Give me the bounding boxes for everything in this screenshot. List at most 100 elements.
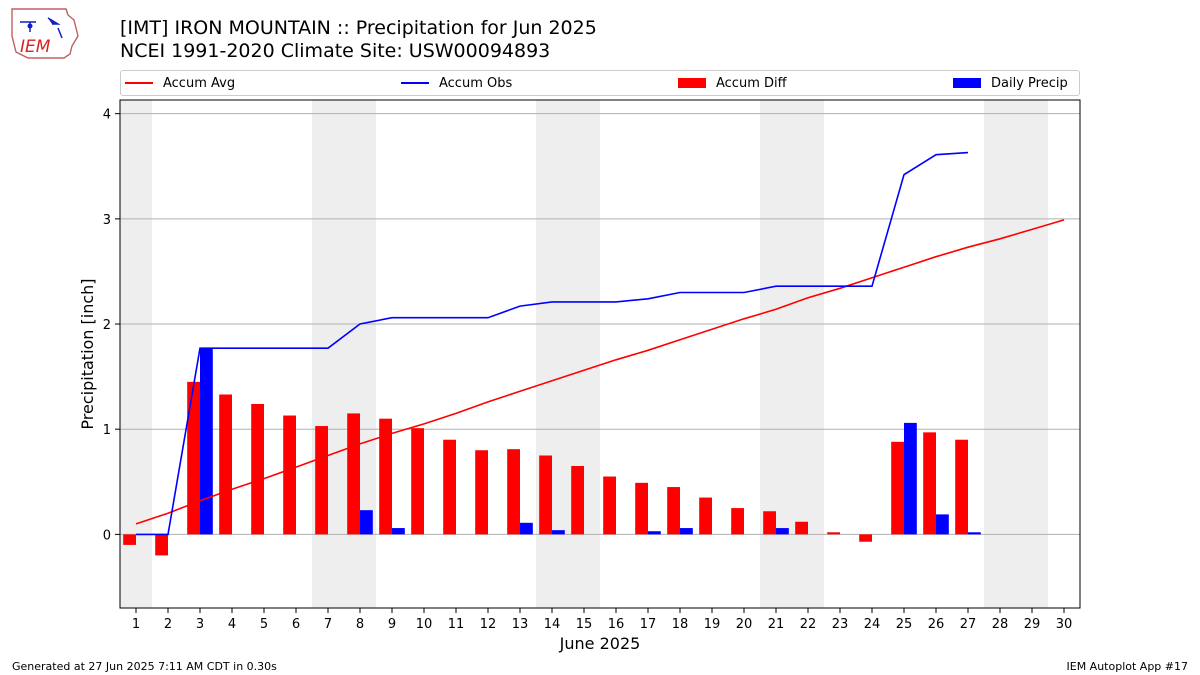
legend-item-daily-precip: Daily Precip xyxy=(953,71,1068,95)
bar-accum-diff-day-17 xyxy=(635,482,648,535)
y-tick-label-4: 4 xyxy=(103,108,111,123)
bar-accum-diff-day-10 xyxy=(411,428,424,535)
bar-accum-diff-day-1 xyxy=(123,534,136,545)
bar-accum-diff-day-2 xyxy=(155,534,168,556)
y-tick-label-1: 1 xyxy=(103,423,111,438)
legend-item-accum-obs: Accum Obs xyxy=(401,71,512,95)
weekend-shade-day-29 xyxy=(1016,100,1048,608)
bar-accum-diff-day-21 xyxy=(763,511,776,535)
x-tick-label-9: 9 xyxy=(388,617,396,632)
x-tick-label-2: 2 xyxy=(164,617,172,632)
x-tick-label-7: 7 xyxy=(324,617,332,632)
iem-logo: IEM xyxy=(11,8,79,59)
legend-swatch-accum-obs xyxy=(401,82,429,84)
plot-frame xyxy=(119,99,1081,609)
bar-accum-diff-day-19 xyxy=(699,497,712,535)
x-tick-label-27: 27 xyxy=(960,617,977,632)
y-tick-label-2: 2 xyxy=(103,318,111,333)
bar-accum-diff-day-15 xyxy=(571,466,584,535)
x-tick-label-28: 28 xyxy=(992,617,1009,632)
x-tick-label-29: 29 xyxy=(1024,617,1041,632)
x-tick-label-21: 21 xyxy=(768,617,785,632)
x-tick-label-16: 16 xyxy=(608,617,625,632)
bar-daily-precip-day-18 xyxy=(680,528,693,535)
bar-accum-diff-day-12 xyxy=(475,450,488,535)
x-tick-label-23: 23 xyxy=(832,617,849,632)
x-tick-label-15: 15 xyxy=(576,617,593,632)
weekend-shade-day-1 xyxy=(120,100,152,608)
y-tick-label-0: 0 xyxy=(103,528,111,543)
y-gridlines xyxy=(120,113,1080,535)
chart-subtitle: NCEI 1991-2020 Climate Site: USW00094893 xyxy=(120,40,551,62)
weekend-shade-day-28 xyxy=(984,100,1016,608)
bar-accum-diff-day-18 xyxy=(667,487,680,535)
legend-swatch-accum-avg xyxy=(125,82,153,84)
x-tick-label-19: 19 xyxy=(704,617,721,632)
legend-swatch-accum-diff xyxy=(678,78,706,88)
x-tick-label-11: 11 xyxy=(448,617,465,632)
bar-daily-precip-day-25 xyxy=(904,422,917,535)
bar-accum-diff-day-11 xyxy=(443,439,456,535)
x-tick-label-22: 22 xyxy=(800,617,817,632)
x-axis-label: June 2025 xyxy=(559,634,641,653)
bar-daily-precip-day-27 xyxy=(968,532,981,535)
bar-accum-diff-day-14 xyxy=(539,455,552,535)
x-tick-label-3: 3 xyxy=(196,617,204,632)
bar-accum-diff-day-26 xyxy=(923,432,936,535)
x-axis: 1 2 3 4 5 6 7 8 9 10 11 12 13 14 15 16 17 18 19 20 21 22 23 24 2… xyxy=(132,608,1072,632)
x-tick-label-13: 13 xyxy=(512,617,529,632)
line-accum-avg xyxy=(135,219,1065,525)
legend-item-accum-avg: Accum Avg xyxy=(125,71,235,95)
x-tick-label-8: 8 xyxy=(356,617,364,632)
bar-daily-precip-day-8 xyxy=(360,510,373,535)
y-axis-label: Precipitation [inch] xyxy=(78,278,97,429)
bar-accum-diff-day-16 xyxy=(603,476,616,535)
bar-accum-diff-day-6 xyxy=(283,415,296,535)
bar-accum-diff-day-24 xyxy=(859,534,872,542)
legend-label-accum-avg: Accum Avg xyxy=(163,75,236,91)
bar-accum-diff-day-4 xyxy=(219,394,232,535)
bar-accum-diff-day-9 xyxy=(379,418,392,535)
x-tick-label-14: 14 xyxy=(544,617,561,632)
x-tick-label-17: 17 xyxy=(640,617,657,632)
x-tick-label-25: 25 xyxy=(896,617,913,632)
x-tick-label-5: 5 xyxy=(260,617,268,632)
bar-accum-diff-day-25 xyxy=(891,441,904,535)
bar-daily-precip-day-26 xyxy=(936,514,949,535)
x-tick-label-12: 12 xyxy=(480,617,497,632)
legend-swatch-daily-precip xyxy=(953,78,981,88)
legend-label-accum-obs: Accum Obs xyxy=(439,75,513,91)
bar-accum-diff-day-27 xyxy=(955,439,968,535)
y-axis: 0 1 2 3 4 xyxy=(103,108,120,543)
bar-daily-precip-day-21 xyxy=(776,528,789,535)
bar-daily-precip-day-3 xyxy=(200,348,213,535)
bar-daily-precip-day-9 xyxy=(392,528,405,535)
bar-daily-precip-day-13 xyxy=(520,522,533,535)
legend-label-accum-diff: Accum Diff xyxy=(716,75,787,91)
x-tick-label-30: 30 xyxy=(1056,617,1073,632)
bar-accum-diff-day-23 xyxy=(827,532,840,535)
x-tick-label-4: 4 xyxy=(228,617,236,632)
chart-legend: Accum Avg Accum Obs Accum Diff Daily Pre… xyxy=(120,70,1080,96)
x-tick-label-18: 18 xyxy=(672,617,689,632)
legend-item-accum-diff: Accum Diff xyxy=(678,71,787,95)
line-accum-obs xyxy=(136,151,969,536)
x-tick-label-10: 10 xyxy=(416,617,433,632)
y-tick-label-3: 3 xyxy=(103,213,111,228)
footer-app-label: IEM Autoplot App #17 xyxy=(1066,660,1189,673)
bar-daily-precip-day-17 xyxy=(648,531,661,535)
x-tick-label-20: 20 xyxy=(736,617,753,632)
bar-accum-diff-day-5 xyxy=(251,403,264,535)
x-tick-label-24: 24 xyxy=(864,617,881,632)
line-series xyxy=(135,151,1065,536)
bar-accum-diff-day-3 xyxy=(187,381,200,535)
logo-text: IEM xyxy=(20,37,51,57)
x-tick-label-1: 1 xyxy=(132,617,140,632)
x-tick-label-26: 26 xyxy=(928,617,945,632)
x-tick-label-6: 6 xyxy=(292,617,300,632)
bar-accum-diff-day-13 xyxy=(507,449,520,535)
bar-accum-diff-day-20 xyxy=(731,508,744,535)
footer-generated-text: Generated at 27 Jun 2025 7:11 AM CDT in … xyxy=(12,660,277,673)
bar-accum-diff-day-8 xyxy=(347,413,360,535)
